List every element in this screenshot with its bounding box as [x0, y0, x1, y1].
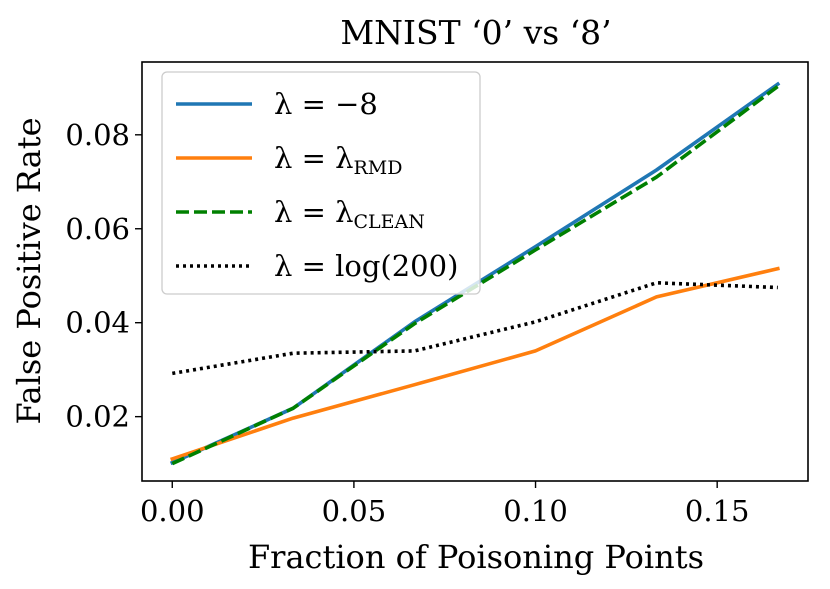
x-tick-label: 0.05 [322, 494, 387, 528]
plot-frame [141, 61, 809, 482]
legend-entry-label: λ = log(200) [274, 249, 458, 283]
y-tick-label: 0.08 [65, 118, 130, 152]
series-line-4 [172, 280, 778, 376]
y-axis-label: False Positive Rate [10, 117, 48, 424]
x-tick-label: 0.10 [503, 494, 568, 528]
x-axis-ticks: 0.00 0.05 0.10 0.15 [140, 481, 749, 528]
series-line-2 [170, 266, 780, 462]
y-tick-label: 0.02 [65, 400, 130, 434]
y-tick-label: 0.06 [65, 212, 130, 246]
y-axis-ticks: 0.02 0.04 0.06 0.08 [65, 118, 142, 434]
x-tick-label: 0.15 [685, 494, 750, 528]
legend-box [161, 71, 481, 295]
x-tick-label: 0.00 [140, 494, 205, 528]
legend-entry-subscript: CLEAN [354, 211, 425, 233]
legend-entry-label: λ = λRMD [274, 141, 403, 179]
chart-title: MNIST ‘0’ vs ‘8’ [340, 13, 611, 52]
legend-entry-label: λ = −8 [274, 87, 378, 121]
y-tick-label: 0.04 [65, 306, 130, 340]
x-axis-label: Fraction of Poisoning Points [248, 538, 704, 576]
legend-entry-subscript: RMD [354, 157, 403, 179]
